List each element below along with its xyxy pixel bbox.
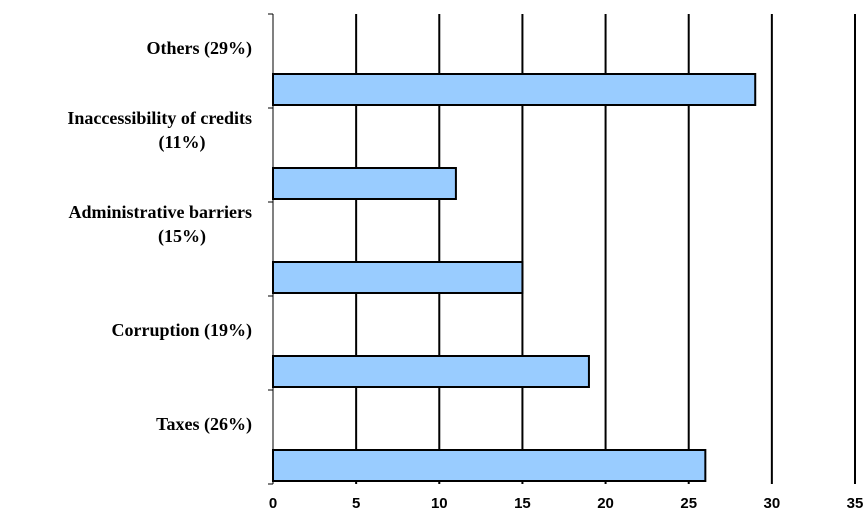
category-label-0-line-0: Others (29%) [147, 38, 252, 59]
x-tick-label-5: 5 [352, 495, 360, 512]
category-label-2-line-0: Administrative barriers [69, 202, 252, 222]
category-label-3-line-0: Corruption (19%) [112, 320, 253, 341]
bar-3 [272, 355, 590, 388]
x-tick-label-30: 30 [764, 495, 781, 512]
category-label-1-line-0: Inaccessibility of credits [67, 108, 252, 128]
bar-1 [272, 167, 457, 200]
x-tick-label-35: 35 [847, 495, 864, 512]
x-tick-label-0: 0 [269, 495, 277, 512]
x-tick-label-15: 15 [514, 495, 531, 512]
x-tick-label-20: 20 [597, 495, 614, 512]
bar-4 [272, 449, 707, 482]
bar-2 [272, 261, 524, 294]
category-label-2-line-1: (15%) [158, 226, 206, 247]
category-label-1-line-1: (11%) [159, 132, 206, 153]
x-tick-label-25: 25 [680, 495, 697, 512]
bar-0 [272, 73, 757, 106]
x-tick-label-10: 10 [431, 495, 448, 512]
category-label-4-line-0: Taxes (26%) [156, 414, 252, 435]
